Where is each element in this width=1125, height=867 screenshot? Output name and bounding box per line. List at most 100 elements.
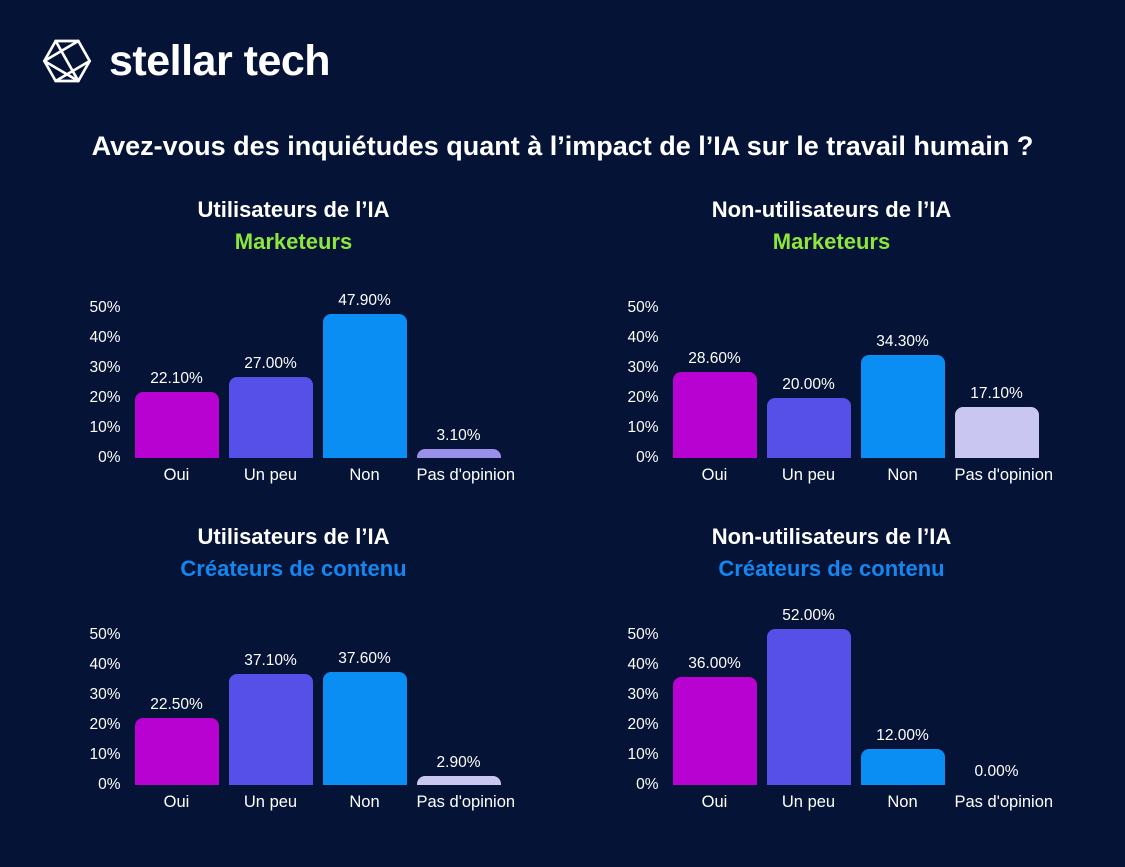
bar bbox=[416, 776, 501, 785]
bar-value-label: 3.10% bbox=[436, 426, 481, 444]
bar-value-label: 52.00% bbox=[782, 607, 835, 624]
bar-plot: 50% 40% 30% 20% 10% 0% 36.00% 52.00% 12.00% 0.00… bbox=[617, 608, 1047, 793]
y-tick-label: 50% bbox=[89, 299, 121, 316]
brand-header: stellar tech bbox=[0, 0, 1125, 88]
y-tick-label: 40% bbox=[627, 656, 659, 673]
y-tick-label: 30% bbox=[627, 686, 659, 703]
chart-title: Utilisateurs de l’IA bbox=[197, 197, 390, 222]
bar-plot: 50% 40% 30% 20% 10% 0% 28.60% 20.00% 34.30% 17.1… bbox=[617, 300, 1047, 466]
bar-column-un-peu: 52.00% bbox=[766, 608, 851, 785]
chart-header: Non-utilisateurs de l’IA Créateurs de co… bbox=[617, 521, 1047, 585]
y-tick-label: 40% bbox=[627, 329, 659, 346]
bar bbox=[416, 448, 501, 458]
y-tick-label: 20% bbox=[627, 389, 659, 406]
bar-value-label: 22.10% bbox=[150, 369, 203, 387]
chart-title: Utilisateurs de l’IA bbox=[197, 524, 390, 549]
y-tick-label: 10% bbox=[89, 746, 121, 763]
bar-column-un-peu: 20.00% bbox=[766, 308, 851, 458]
bar-value-label: 12.00% bbox=[876, 727, 929, 744]
bar-value-label: 22.50% bbox=[150, 695, 203, 713]
x-axis-label: Un peu bbox=[781, 466, 836, 484]
bar-value-label: 17.10% bbox=[970, 384, 1023, 402]
bar bbox=[766, 398, 851, 458]
chart-title: Non-utilisateurs de l’IA bbox=[711, 197, 952, 222]
y-tick-label: 30% bbox=[89, 359, 121, 376]
bar bbox=[766, 629, 851, 785]
chart-header: Utilisateurs de l’IA Créateurs de conten… bbox=[79, 521, 509, 585]
page-title: Avez-vous des inquiétudes quant à l’impa… bbox=[91, 131, 1034, 161]
x-axis-label: Non bbox=[349, 793, 380, 811]
bar-value-label: 27.00% bbox=[244, 355, 297, 372]
chart-header: Utilisateurs de l’IA Marketeurs bbox=[79, 194, 509, 258]
bars-area: 28.60% 20.00% 34.30% 17.10% bbox=[672, 308, 1039, 458]
y-tick-label: 40% bbox=[89, 656, 121, 673]
chart-title: Non-utilisateurs de l’IA bbox=[711, 524, 952, 549]
y-tick-label: 50% bbox=[627, 626, 659, 643]
x-axis-labels: Oui Un peu Non Pas d'opinion bbox=[135, 465, 516, 485]
bar-column-un-peu: 27.00% bbox=[228, 308, 313, 458]
chart-subtitle: Créateurs de contenu bbox=[180, 556, 407, 581]
bar-column-pas-d-opinion: 3.10% bbox=[416, 308, 501, 458]
bar-value-label: 36.00% bbox=[688, 655, 741, 672]
bar bbox=[134, 717, 219, 785]
brand-name: stellar tech bbox=[109, 36, 331, 85]
x-axis-label: Pas d'opinion bbox=[416, 466, 516, 484]
bar bbox=[672, 372, 757, 458]
bar bbox=[228, 673, 313, 785]
bar-column-oui: 22.50% bbox=[134, 635, 219, 785]
y-tick-label: 20% bbox=[627, 716, 659, 733]
y-tick-label: 20% bbox=[89, 716, 121, 733]
chart-non-utilisateurs-createurs: Non-utilisateurs de l’IA Créateurs de co… bbox=[617, 521, 1053, 812]
y-tick-label: 0% bbox=[98, 449, 121, 466]
x-axis-label: Oui bbox=[701, 793, 728, 811]
y-axis: 50% 40% 30% 20% 10% 0% bbox=[617, 300, 673, 466]
bar-column-non: 34.30% bbox=[860, 308, 945, 458]
x-axis-labels: Oui Un peu Non Pas d'opinion bbox=[135, 792, 515, 812]
x-axis-label: Non bbox=[349, 466, 380, 484]
x-axis-labels: Oui Un peu Non Pas d'opinion bbox=[673, 465, 1054, 485]
y-tick-label: 50% bbox=[627, 299, 659, 316]
stellar-tech-logo-icon bbox=[40, 34, 94, 88]
chart-subtitle: Marketeurs bbox=[234, 229, 353, 254]
chart-subtitle: Créateurs de contenu bbox=[718, 556, 945, 581]
bar-column-pas-d-opinion: 17.10% bbox=[954, 308, 1039, 458]
bar-value-label: 37.60% bbox=[338, 650, 391, 668]
bars-area: 22.50% 37.10% 37.60% 2.90% bbox=[134, 635, 501, 785]
x-axis-label: Pas d'opinion bbox=[954, 466, 1054, 484]
y-tick-label: 0% bbox=[636, 449, 659, 466]
bar-column-oui: 28.60% bbox=[672, 308, 757, 458]
y-tick-label: 40% bbox=[89, 329, 121, 346]
bar-value-label: 2.90% bbox=[436, 754, 481, 772]
bar-column-non: 47.90% bbox=[322, 293, 407, 458]
bar-column-non: 12.00% bbox=[860, 635, 945, 785]
x-axis-label: Un peu bbox=[243, 793, 298, 811]
y-axis: 50% 40% 30% 20% 10% 0% bbox=[79, 300, 135, 466]
y-axis: 50% 40% 30% 20% 10% 0% bbox=[79, 627, 135, 793]
bar-column-pas-d-opinion: 0.00% bbox=[955, 635, 1039, 785]
y-tick-label: 50% bbox=[89, 626, 121, 643]
bar bbox=[134, 391, 219, 458]
bar-value-label: 37.10% bbox=[244, 651, 297, 669]
bar bbox=[228, 377, 313, 458]
chart-utilisateurs-createurs: Utilisateurs de l’IA Créateurs de conten… bbox=[79, 521, 515, 812]
bar-column-pas-d-opinion: 2.90% bbox=[416, 635, 501, 785]
bars-area: 22.10% 27.00% 47.90% 3.10% bbox=[134, 293, 501, 458]
chart-header: Non-utilisateurs de l’IA Marketeurs bbox=[617, 194, 1047, 258]
x-axis-labels: Oui Un peu Non Pas d'opinion bbox=[673, 792, 1053, 812]
bar bbox=[322, 672, 407, 785]
y-tick-label: 30% bbox=[627, 359, 659, 376]
y-tick-label: 30% bbox=[89, 686, 121, 703]
chart-utilisateurs-marketeurs: Utilisateurs de l’IA Marketeurs 50% 40% 30… bbox=[79, 194, 516, 485]
bar-value-label: 0.00% bbox=[974, 763, 1019, 780]
y-axis: 50% 40% 30% 20% 10% 0% bbox=[617, 627, 673, 793]
chart-non-utilisateurs-marketeurs: Non-utilisateurs de l’IA Marketeurs 50% 4… bbox=[617, 194, 1054, 485]
bar bbox=[954, 406, 1039, 458]
bar-value-label: 34.30% bbox=[876, 333, 929, 351]
x-axis-label: Un peu bbox=[243, 466, 298, 484]
x-axis-label: Non bbox=[887, 466, 918, 484]
y-tick-label: 10% bbox=[627, 746, 659, 763]
bar-value-label: 28.60% bbox=[688, 350, 741, 368]
x-axis-label: Oui bbox=[701, 466, 728, 484]
bar-column-oui: 22.10% bbox=[134, 308, 219, 458]
